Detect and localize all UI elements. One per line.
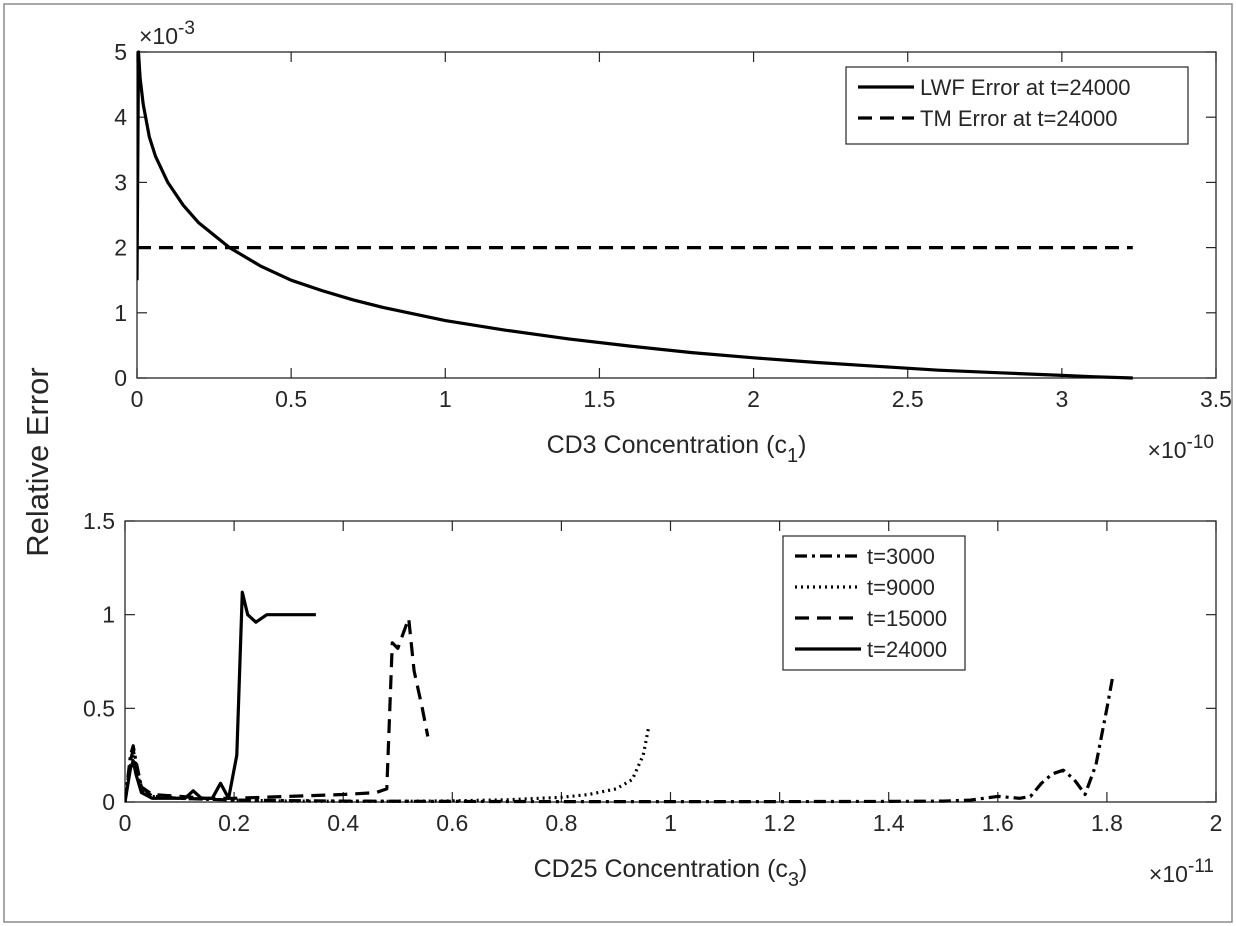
x-exponent-label: ×10-10 — [1148, 432, 1214, 463]
x-tick-label: 0.2 — [218, 810, 250, 836]
x-tick-label: 3.5 — [1200, 386, 1232, 412]
x-tick-label: 0.8 — [545, 810, 577, 836]
x-tick-label: 3 — [1055, 386, 1068, 412]
y-tick-label: 3 — [114, 169, 127, 195]
x-tick-label: 1 — [664, 810, 677, 836]
plot-area — [125, 521, 1216, 802]
y-tick-label: 2 — [114, 235, 127, 261]
legend-label: t=15000 — [867, 606, 947, 631]
x-tick-label: 1.2 — [764, 810, 796, 836]
x-tick-label: 0.4 — [327, 810, 359, 836]
y-tick-label: 4 — [114, 104, 127, 130]
x-tick-label: 1.5 — [583, 386, 615, 412]
top-chart-panel: 0 0.5 1 1.5 2 2.5 3 3.5 0 1 2 3 4 5 ×10-3 ×10-10 CD3 Con… — [114, 18, 1232, 467]
bottom-chart-panel: 0 0.2 0.4 0.6 0.8 1 1.2 1.4 1.6 1.8 2 0 0.5 1 1.5 ×10-1… — [83, 508, 1222, 891]
x-tick-label: 0.5 — [275, 386, 307, 412]
y-exponent-label: ×10-3 — [139, 18, 195, 49]
x-tick-label: 2.5 — [892, 386, 924, 412]
x-tick-label: 1.8 — [1091, 810, 1123, 836]
legend-label: TM Error at t=24000 — [920, 106, 1117, 131]
y-tick-label: 1.5 — [83, 508, 115, 534]
x-tick-label: 2 — [747, 386, 760, 412]
y-tick-label: 1 — [114, 300, 127, 326]
x-tick-label: 0 — [119, 810, 132, 836]
legend-label: t=3000 — [867, 544, 935, 569]
x-tick-label: 1.4 — [873, 810, 905, 836]
legend-label: t=24000 — [867, 637, 947, 662]
x-tick-label: 2 — [1210, 810, 1223, 836]
x-axis-label: CD3 Concentration (c1) — [547, 431, 807, 467]
x-axis-label: CD25 Concentration (c3) — [534, 855, 808, 891]
x-tick-label: 1.6 — [982, 810, 1014, 836]
y-tick-label: 5 — [114, 39, 127, 65]
y-tick-label: 0 — [102, 789, 115, 815]
x-exponent-label: ×10-11 — [1149, 856, 1214, 887]
y-tick-label: 0 — [114, 365, 127, 391]
legend-label: t=9000 — [867, 575, 935, 600]
y-tick-label: 1 — [102, 602, 115, 628]
legend-label: LWF Error at t=24000 — [920, 75, 1131, 100]
shared-ylabel: Relative Error — [20, 367, 55, 557]
x-tick-label: 0 — [131, 386, 144, 412]
y-tick-label: 0.5 — [83, 695, 115, 721]
x-tick-label: 0.6 — [436, 810, 468, 836]
x-tick-label: 1 — [439, 386, 452, 412]
